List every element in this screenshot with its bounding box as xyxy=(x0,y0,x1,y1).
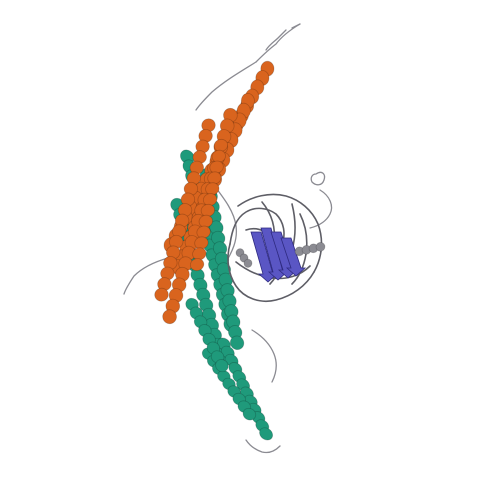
mid-link-coil xyxy=(209,179,238,263)
coil-loops xyxy=(123,23,333,454)
upper-link-coil xyxy=(195,61,257,111)
helix-turn xyxy=(315,241,326,252)
coil-loop xyxy=(227,243,315,302)
helix-turn xyxy=(229,335,245,351)
n-terminal-coil xyxy=(255,23,301,63)
helix-turn xyxy=(243,258,253,268)
left-tail-coil xyxy=(123,257,169,295)
teal-helix-6 xyxy=(185,297,229,373)
globular-domain xyxy=(227,193,326,302)
top-coil xyxy=(265,23,301,51)
beta-strand-arrow xyxy=(280,237,307,277)
tip-coil xyxy=(310,171,326,186)
beta-sheet xyxy=(250,227,307,283)
helix-turn xyxy=(154,287,169,302)
helix-turn xyxy=(259,427,274,441)
helix-turn xyxy=(189,258,205,272)
gray-helix-2 xyxy=(235,248,253,268)
helix-turn xyxy=(162,309,177,325)
lower-right-coil xyxy=(251,329,277,383)
orange-helix-5 xyxy=(189,138,229,272)
beta-strand-arrow xyxy=(250,231,279,283)
orange-helix-4 xyxy=(154,118,216,302)
coil-loop xyxy=(229,207,285,245)
right-tail-coil xyxy=(309,189,333,229)
gray-helix-1 xyxy=(294,241,326,257)
helix-turn xyxy=(242,407,257,421)
helix-turn xyxy=(215,359,229,373)
orange-helix-bundle xyxy=(154,60,275,325)
bottom-coil xyxy=(245,439,281,454)
